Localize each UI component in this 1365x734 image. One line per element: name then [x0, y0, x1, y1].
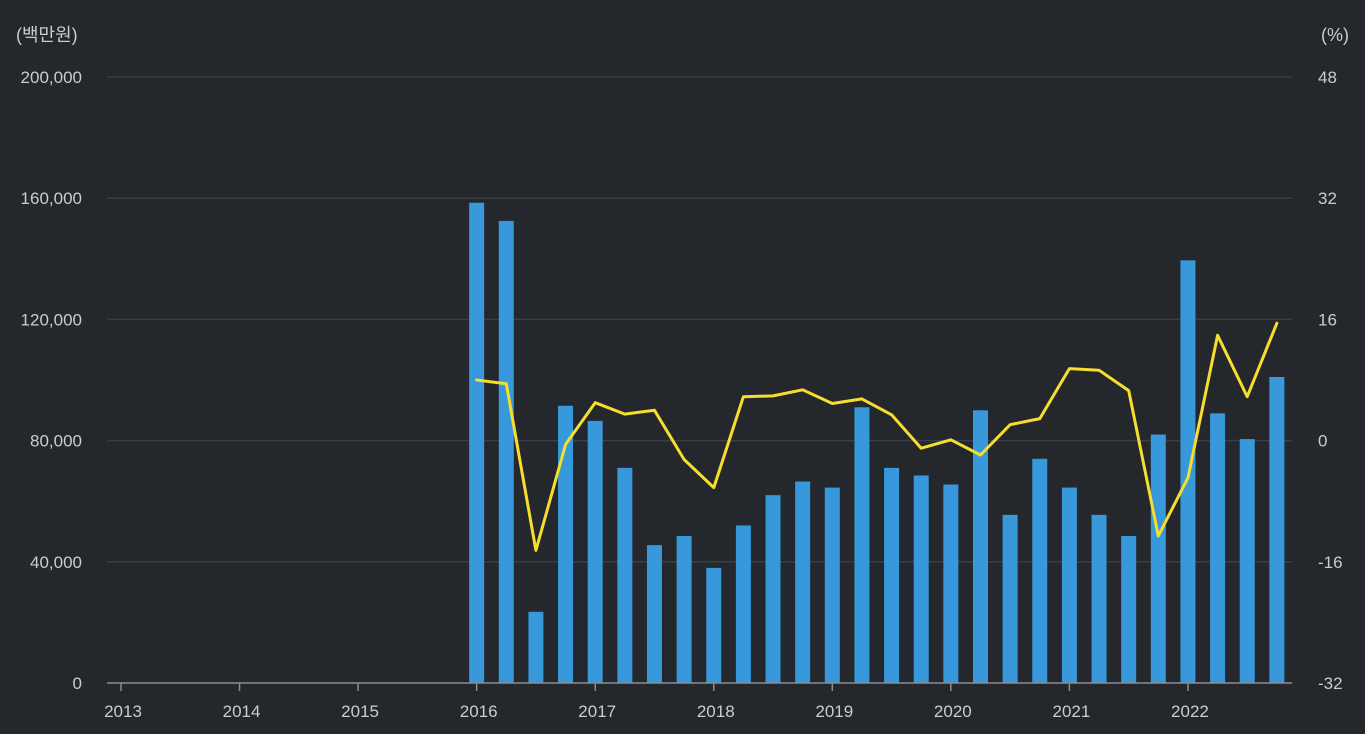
bar	[558, 405, 574, 683]
y-left-tick-label: 120,000	[21, 310, 82, 329]
x-tick-label: 2018	[697, 702, 735, 721]
x-tick-label: 2021	[1052, 702, 1090, 721]
bar	[646, 545, 662, 683]
bar	[1121, 536, 1137, 683]
x-tick-label: 2016	[460, 702, 498, 721]
y-left-tick-label: 80,000	[30, 432, 82, 451]
line-path	[475, 321, 1279, 552]
y-right-tick-label: 32	[1318, 189, 1337, 208]
bar	[528, 611, 544, 683]
bar-series	[469, 202, 1285, 684]
bar	[587, 420, 603, 683]
bar	[1002, 514, 1018, 683]
axes	[107, 682, 1292, 691]
y-left-tick-label: 160,000	[21, 189, 82, 208]
bar	[943, 484, 959, 683]
y-right-tick-label: 16	[1318, 310, 1337, 329]
x-tick-label: 2020	[934, 702, 972, 721]
bar	[1091, 514, 1107, 683]
x-tick-label: 2022	[1171, 702, 1209, 721]
bar	[735, 525, 751, 683]
bar	[884, 467, 900, 683]
y-left-tick-label: 0	[73, 674, 82, 693]
x-tick-label: 2013	[104, 702, 142, 721]
bar	[469, 202, 485, 683]
bar	[824, 487, 840, 683]
x-tick-label: 2014	[223, 702, 261, 721]
y-right-tick-label: -16	[1318, 553, 1343, 572]
y-right-unit-label: (%)	[1321, 25, 1349, 45]
bar	[1061, 487, 1077, 683]
gridlines	[107, 76, 1292, 563]
bar	[706, 567, 722, 683]
bar	[854, 407, 870, 683]
bar	[795, 481, 811, 683]
y-left-unit-label: (백만원)	[16, 25, 78, 45]
bar	[498, 220, 514, 684]
axis-labels: 0 -32 40,000 -16 80,000 0 120,000 16 160,000 32 20…	[21, 68, 1343, 721]
bar	[1150, 434, 1166, 683]
y-left-tick-label: 40,000	[30, 553, 82, 572]
bar	[1269, 376, 1285, 683]
x-tick-label: 2019	[815, 702, 853, 721]
y-left-tick-label: 200,000	[21, 68, 82, 87]
x-tick-label: 2015	[341, 702, 379, 721]
bar	[617, 467, 633, 683]
bar	[676, 536, 692, 683]
bar	[972, 410, 988, 683]
bar	[1032, 458, 1048, 683]
x-tick-label: 2017	[578, 702, 616, 721]
y-right-tick-label: 0	[1318, 432, 1327, 451]
y-right-tick-label: 48	[1318, 68, 1337, 87]
bar	[1239, 439, 1255, 683]
y-right-tick-label: -32	[1318, 674, 1343, 693]
bar	[765, 495, 781, 683]
bar	[913, 475, 929, 683]
line-series	[475, 321, 1279, 552]
bar	[1210, 413, 1226, 683]
